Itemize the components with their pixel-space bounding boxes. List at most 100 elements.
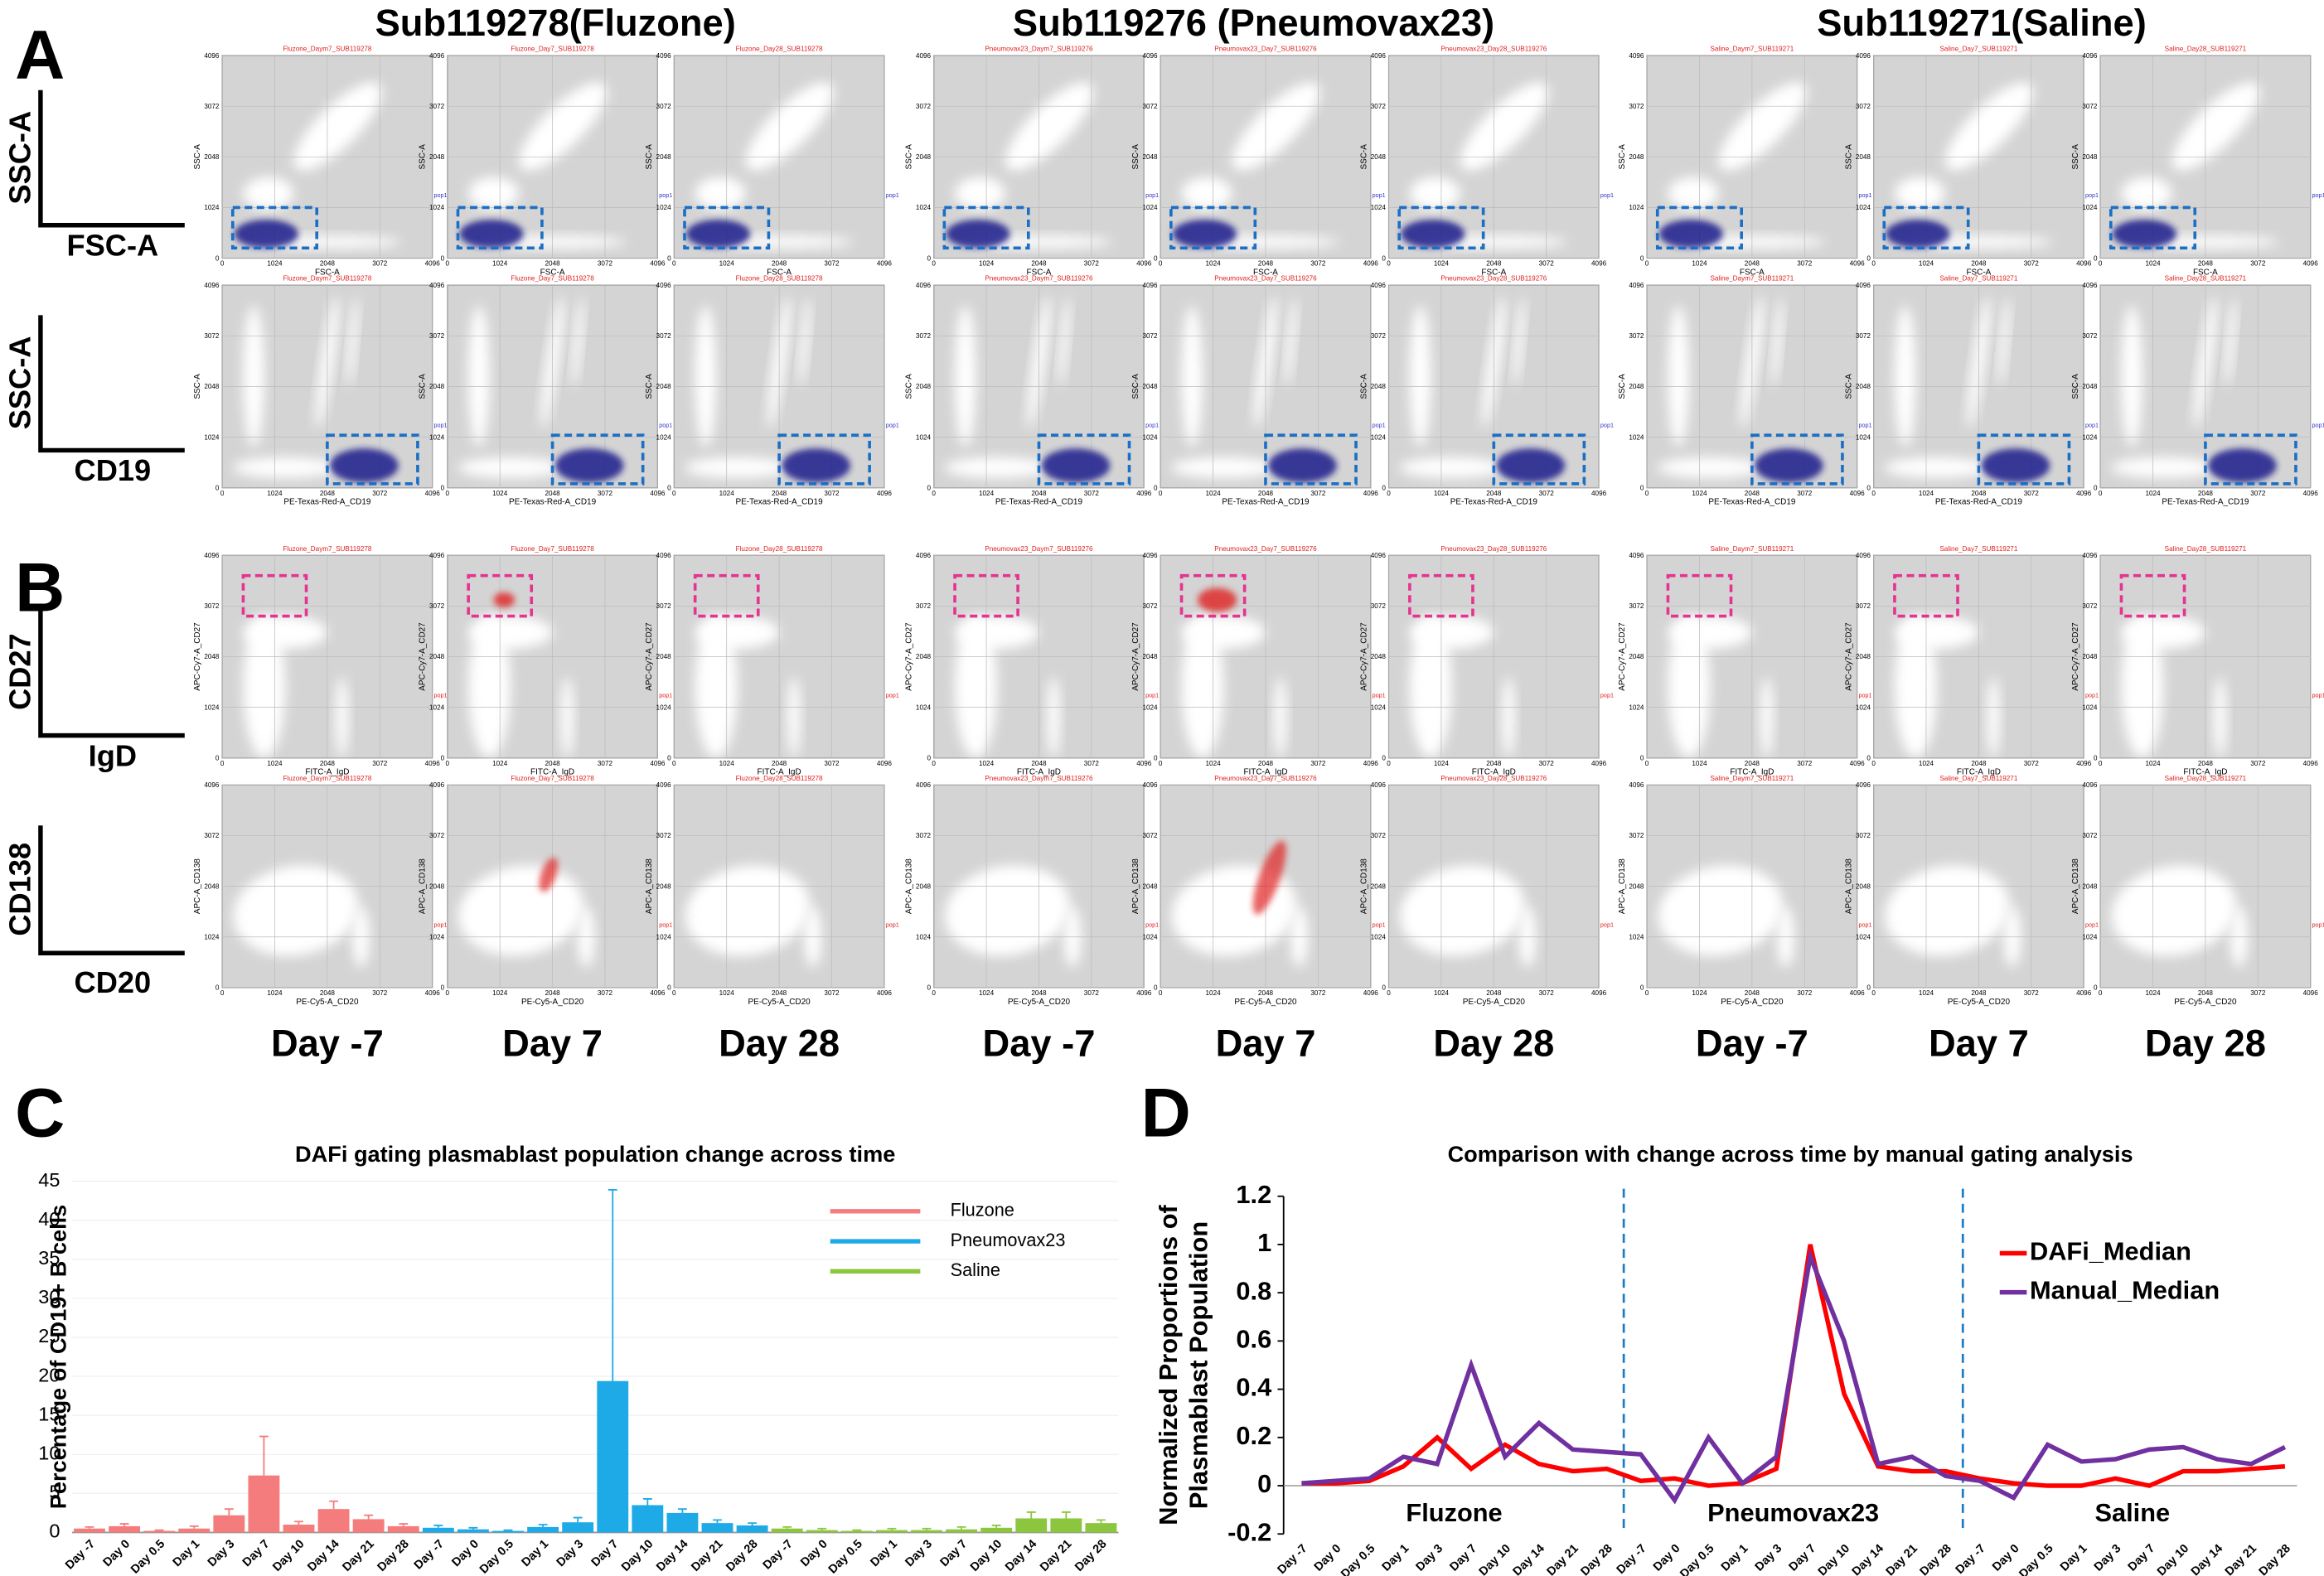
y-tick-label: 0 — [2094, 754, 2098, 761]
error-bar — [224, 1508, 234, 1516]
x-tick-label: 2048 — [1486, 490, 1502, 497]
y-tick-label: 0 — [927, 484, 932, 491]
x-tick-label: 0 — [932, 760, 936, 767]
y-tick-label: 5 — [49, 1482, 60, 1503]
positive-events — [539, 858, 559, 892]
x-tick-label: 3072 — [2250, 260, 2266, 268]
y-tick-label: 2048 — [1142, 153, 1158, 161]
x-tick-label: 2048 — [772, 760, 787, 767]
x-tick-label: 2048 — [772, 260, 787, 268]
y-tick-label: 4096 — [204, 282, 220, 289]
density-cloud — [1718, 82, 1807, 171]
x-tick-label: Day 7 — [1787, 1542, 1819, 1574]
flow-plot: 0010241024204820483072307240964096pop1Pn… — [1131, 46, 1386, 278]
y-tick-label: 2048 — [1856, 383, 1871, 390]
plot-x-label: PE-Texas-Red-A_CD19 — [1708, 498, 1796, 507]
density-cloud — [1232, 82, 1320, 171]
x-tick-label: 1024 — [719, 989, 735, 997]
x-tick-label: 2048 — [772, 989, 787, 997]
x-tick-label: Day 1 — [1380, 1542, 1412, 1574]
y-tick-label: 35 — [38, 1247, 60, 1269]
x-tick-label: 0 — [1645, 260, 1649, 268]
bar — [736, 1525, 768, 1533]
x-tick-label: 0 — [672, 760, 676, 767]
x-tick-label: 1024 — [719, 490, 735, 497]
group-header: Sub119276 (Pneumovax23) — [1013, 2, 1494, 44]
x-tick-label: 3072 — [598, 989, 613, 997]
density-cloud — [1668, 176, 1719, 210]
y-tick-label: 1024 — [1856, 933, 1871, 940]
y-tick-label: 3072 — [916, 103, 932, 110]
x-tick-label: 3072 — [1539, 760, 1555, 767]
density-cloud — [1399, 457, 1504, 478]
flow-plot: 0010241024204820483072307240964096pop1Sa… — [1844, 46, 2099, 278]
plot-title: Pneumovax23_Daym7_SUB119276 — [985, 46, 1093, 53]
y-tick-label: 3072 — [204, 832, 220, 839]
x-tick-label: Day 1 — [868, 1537, 900, 1569]
flow-plot: 0010241024204820483072307240964096pop1Pn… — [905, 775, 1160, 1007]
x-tick-label: 0 — [1645, 989, 1649, 997]
gate-label: pop1 — [1858, 421, 1871, 428]
x-tick-label: 2048 — [320, 989, 336, 997]
density-cloud — [955, 305, 976, 447]
density-cloud — [1181, 305, 1203, 447]
density-cloud — [1409, 616, 1494, 649]
row-y-label: SSC-A — [3, 111, 37, 205]
x-tick-label: 3072 — [372, 989, 388, 997]
x-tick-label: 1024 — [979, 260, 995, 268]
row-y-label: CD138 — [3, 843, 37, 936]
gate-label: pop1 — [1600, 191, 1614, 199]
x-tick-label: Day -7 — [1615, 1542, 1649, 1576]
error-bar — [608, 1189, 617, 1381]
gate-label: pop1 — [1373, 191, 1386, 199]
plot-title: Pneumovax23_Day7_SUB119276 — [1214, 545, 1317, 553]
y-tick-label: 0 — [215, 254, 220, 262]
density-cloud — [1181, 176, 1232, 210]
bar — [666, 1512, 699, 1533]
plot-title: Pneumovax23_Day7_SUB119276 — [1214, 46, 1317, 53]
density-cloud — [243, 305, 264, 447]
bar — [317, 1509, 350, 1533]
y-tick-label: 0 — [1154, 484, 1158, 491]
x-tick-label: 2048 — [1031, 989, 1047, 997]
density-cloud — [468, 176, 520, 210]
gate-label: pop1 — [659, 421, 672, 428]
gated-events — [493, 592, 515, 608]
x-tick-label: Day 10 — [619, 1537, 656, 1574]
y-tick-label: 3072 — [2082, 103, 2098, 110]
x-tick-label: 4096 — [877, 490, 893, 497]
y-tick-label: 0 — [667, 984, 671, 992]
day-label: Day -7 — [1696, 1022, 1808, 1065]
density-cloud — [346, 297, 359, 387]
flow-plot: 0010241024204820483072307240964096pop1Fl… — [419, 46, 673, 278]
y-tick-label: 3072 — [2082, 332, 2098, 340]
x-tick-label: 4096 — [425, 260, 441, 268]
legend-label: DAFi_Median — [2030, 1237, 2191, 1266]
plot-y-label: SSC-A — [419, 374, 428, 399]
x-tick-label: 3072 — [598, 490, 613, 497]
panel-letter: A — [15, 17, 65, 94]
y-tick-label: 2048 — [656, 653, 672, 660]
plot-y-label: APC-Cy7-A_CD27 — [1359, 622, 1368, 691]
density-cloud — [1409, 176, 1460, 210]
day-label: Day 28 — [1433, 1022, 1554, 1065]
y-tick-label: 25 — [38, 1325, 60, 1346]
x-tick-label: 2048 — [1971, 989, 1987, 997]
x-tick-label: 1024 — [492, 760, 508, 767]
y-tick-label: 2048 — [656, 153, 672, 161]
x-tick-label: 2048 — [1031, 490, 1047, 497]
flow-plot: 0010241024204820483072307240964096pop1Fl… — [419, 775, 673, 1007]
x-tick-label: Day 28 — [375, 1537, 411, 1574]
x-tick-label: Day 21 — [689, 1537, 725, 1574]
y-tick-label: 2048 — [1371, 653, 1387, 660]
plot-title: Fluzone_Day7_SUB119278 — [511, 275, 594, 283]
y-tick-label: 4096 — [1371, 781, 1387, 789]
x-tick-label: Day 21 — [1038, 1537, 1074, 1574]
gate — [1037, 433, 1131, 486]
y-tick-label: 3072 — [656, 103, 672, 110]
y-tick-label: 2048 — [429, 653, 445, 660]
plot-y-label: APC-A_CD138 — [419, 858, 428, 914]
x-tick-label: 3072 — [1084, 260, 1100, 268]
plot-title: Fluzone_Daym7_SUB119278 — [283, 275, 372, 283]
bar — [457, 1529, 489, 1533]
